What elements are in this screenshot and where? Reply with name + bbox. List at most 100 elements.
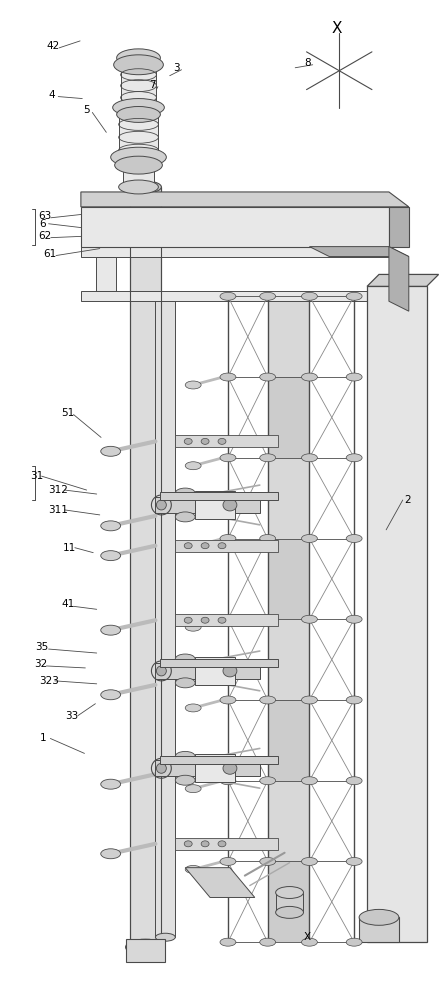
Polygon shape (119, 114, 158, 157)
Polygon shape (155, 497, 260, 513)
Text: 42: 42 (46, 41, 59, 51)
Ellipse shape (184, 841, 192, 847)
Ellipse shape (114, 55, 163, 75)
Ellipse shape (115, 156, 162, 174)
Text: 6: 6 (40, 219, 46, 229)
Polygon shape (81, 207, 389, 247)
Polygon shape (175, 540, 278, 552)
Ellipse shape (260, 454, 275, 462)
Ellipse shape (301, 615, 317, 623)
Text: 1: 1 (40, 733, 46, 743)
Ellipse shape (301, 535, 317, 542)
Text: 61: 61 (44, 249, 57, 259)
Ellipse shape (346, 454, 362, 462)
Polygon shape (309, 247, 409, 257)
Ellipse shape (175, 775, 195, 785)
Polygon shape (160, 659, 278, 667)
Text: 311: 311 (48, 505, 68, 515)
Text: 63: 63 (38, 211, 52, 221)
Ellipse shape (260, 292, 275, 300)
Ellipse shape (175, 654, 195, 664)
Ellipse shape (201, 543, 209, 549)
Ellipse shape (101, 779, 121, 789)
Ellipse shape (301, 454, 317, 462)
Ellipse shape (301, 857, 317, 865)
Polygon shape (195, 657, 235, 685)
Ellipse shape (101, 625, 121, 635)
Polygon shape (129, 187, 161, 947)
Ellipse shape (101, 521, 121, 531)
Polygon shape (160, 492, 278, 500)
Ellipse shape (101, 551, 121, 561)
Polygon shape (275, 893, 304, 912)
Ellipse shape (101, 690, 121, 700)
Text: 312: 312 (48, 485, 68, 495)
Ellipse shape (346, 292, 362, 300)
Ellipse shape (220, 292, 236, 300)
Ellipse shape (156, 666, 166, 676)
Text: 41: 41 (61, 599, 74, 609)
Polygon shape (185, 868, 255, 897)
Ellipse shape (223, 499, 237, 511)
Ellipse shape (201, 841, 209, 847)
Ellipse shape (275, 887, 304, 898)
Ellipse shape (175, 512, 195, 522)
Polygon shape (121, 65, 156, 107)
Ellipse shape (346, 615, 362, 623)
Ellipse shape (223, 762, 237, 774)
Text: 33: 33 (65, 711, 78, 721)
Polygon shape (268, 861, 309, 942)
Polygon shape (359, 917, 399, 942)
Ellipse shape (346, 373, 362, 381)
Ellipse shape (220, 696, 236, 704)
Polygon shape (155, 301, 175, 937)
Text: 7: 7 (149, 80, 156, 90)
Ellipse shape (220, 857, 236, 865)
Ellipse shape (185, 865, 201, 873)
Ellipse shape (156, 500, 166, 510)
Ellipse shape (301, 292, 317, 300)
Ellipse shape (101, 849, 121, 859)
Polygon shape (175, 614, 278, 626)
Polygon shape (195, 754, 235, 782)
Text: 4: 4 (48, 90, 55, 100)
Ellipse shape (184, 438, 192, 444)
Ellipse shape (129, 941, 161, 953)
Text: 5: 5 (83, 105, 90, 115)
Ellipse shape (346, 938, 362, 946)
Ellipse shape (113, 99, 165, 116)
Ellipse shape (220, 777, 236, 785)
Ellipse shape (185, 785, 201, 793)
Ellipse shape (218, 617, 226, 623)
Ellipse shape (117, 106, 160, 122)
Ellipse shape (125, 939, 165, 955)
Ellipse shape (346, 696, 362, 704)
Polygon shape (367, 286, 427, 942)
Ellipse shape (175, 488, 195, 498)
Ellipse shape (359, 909, 399, 925)
Text: 51: 51 (61, 408, 74, 418)
Polygon shape (268, 781, 309, 861)
Ellipse shape (185, 704, 201, 712)
Ellipse shape (220, 938, 236, 946)
Ellipse shape (111, 147, 166, 167)
Ellipse shape (101, 446, 121, 456)
Ellipse shape (218, 438, 226, 444)
Ellipse shape (301, 373, 317, 381)
Text: 3: 3 (173, 63, 180, 73)
Ellipse shape (184, 543, 192, 549)
Text: 62: 62 (38, 231, 52, 241)
Ellipse shape (260, 615, 275, 623)
Text: 2: 2 (405, 495, 411, 505)
Polygon shape (175, 838, 278, 850)
Text: 323: 323 (39, 676, 59, 686)
Ellipse shape (201, 438, 209, 444)
Ellipse shape (156, 763, 166, 773)
Polygon shape (160, 756, 278, 764)
Polygon shape (367, 274, 439, 286)
Ellipse shape (117, 49, 160, 67)
Polygon shape (268, 296, 309, 377)
Ellipse shape (201, 617, 209, 623)
Ellipse shape (260, 857, 275, 865)
Ellipse shape (301, 696, 317, 704)
